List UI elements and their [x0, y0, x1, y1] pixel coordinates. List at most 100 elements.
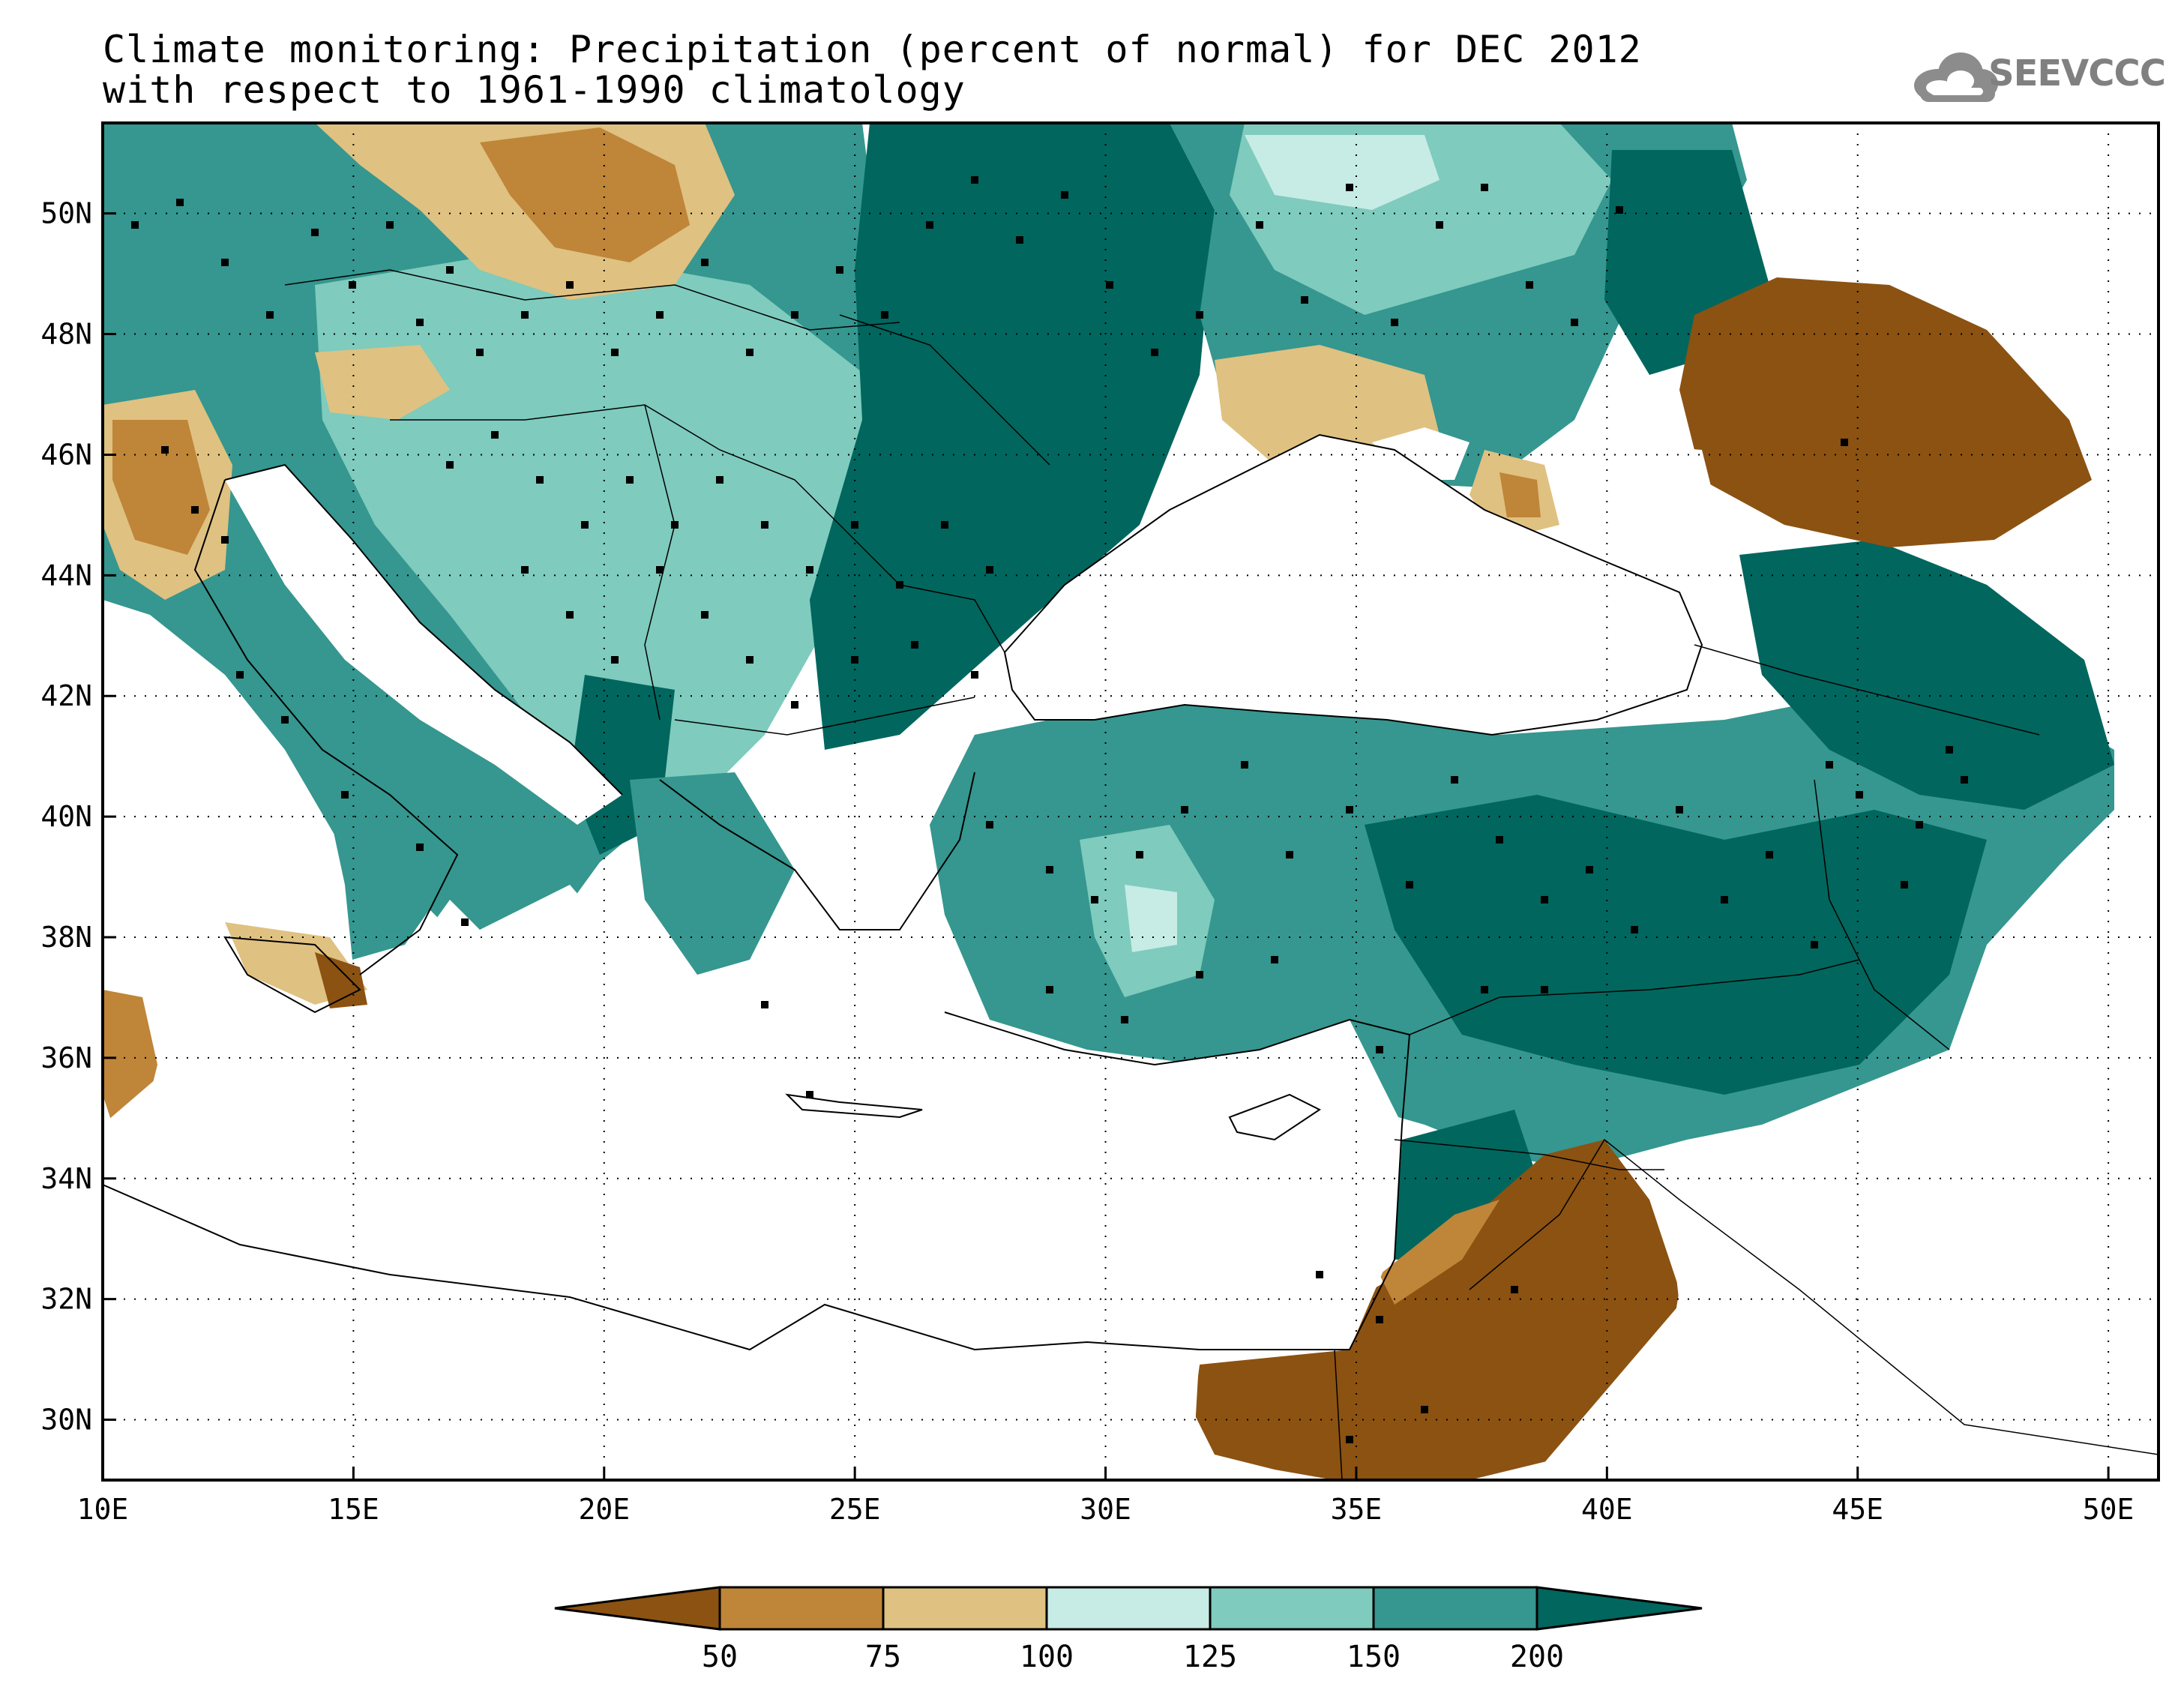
station-marker	[446, 266, 454, 274]
field-100-125-anatolia	[1125, 885, 1177, 952]
field-125-150-central	[315, 247, 885, 825]
station-marker	[911, 641, 918, 649]
field-gt200-romania	[810, 123, 1215, 750]
station-marker	[1526, 281, 1533, 289]
y-tick-label: 30N	[40, 1404, 92, 1437]
x-tick-label: 25E	[829, 1493, 881, 1526]
station-marker	[1571, 319, 1578, 326]
x-tick-label: 50E	[2083, 1493, 2135, 1526]
station-marker	[536, 476, 544, 484]
station-marker	[1346, 806, 1353, 814]
station-marker	[1541, 986, 1548, 993]
colorbar-arrow-high	[1535, 1586, 1703, 1631]
colorbar-label: 100	[1020, 1640, 1074, 1674]
station-marker	[1316, 1271, 1323, 1278]
station-marker	[1061, 191, 1068, 199]
station-marker	[1181, 806, 1188, 814]
station-marker	[1196, 311, 1203, 319]
colorbar-label: 75	[865, 1640, 901, 1674]
colorbar-segment	[1209, 1586, 1375, 1631]
station-marker	[416, 844, 424, 851]
y-axis: 50N 48N 46N 44N 42N 40N 38N 36N 34N 32N 30N	[40, 197, 116, 1437]
field-gt200-caucasus	[1739, 540, 2114, 810]
y-tick-label: 48N	[40, 318, 92, 351]
station-marker	[746, 656, 753, 664]
station-marker	[266, 311, 274, 319]
station-marker	[416, 319, 424, 326]
station-marker	[1376, 1046, 1383, 1053]
station-marker	[236, 671, 244, 679]
station-marker	[1631, 926, 1638, 933]
station-marker	[1376, 1316, 1383, 1323]
x-axis: 10E 15E 20E 25E 30E 35E 40E 45E 50E	[77, 1467, 2135, 1526]
station-marker	[1961, 776, 1968, 784]
station-marker	[1436, 221, 1443, 229]
field-150-200-italy-south	[322, 765, 457, 960]
colorbar-arrow-low	[554, 1586, 721, 1631]
field-75-100-crimea	[1215, 345, 1440, 465]
adriatic-coast	[224, 463, 623, 796]
station-marker	[611, 349, 619, 356]
station-marker	[1826, 761, 1833, 769]
station-marker	[1271, 956, 1278, 963]
border-6	[674, 697, 975, 736]
station-marker	[191, 506, 199, 514]
north-africa-coast	[103, 1184, 1200, 1351]
station-marker	[1106, 281, 1113, 289]
station-marker	[521, 311, 529, 319]
y-tick-label: 42N	[40, 679, 92, 712]
station-marker	[1901, 881, 1908, 888]
border-8	[1814, 779, 1950, 1050]
station-marker	[1481, 986, 1488, 993]
crete-coast	[785, 1093, 923, 1119]
station-marker	[161, 446, 169, 454]
station-marker	[1421, 1406, 1428, 1413]
field-lt50-jordan	[1192, 1140, 1679, 1480]
station-marker	[851, 656, 858, 664]
station-marker	[716, 476, 724, 484]
station-marker	[1046, 866, 1053, 873]
y-tick-label: 44N	[40, 559, 92, 592]
field-50-75-sicily	[315, 952, 367, 1008]
station-marker	[566, 281, 574, 289]
map-subtitle: with respect to 1961-1990 climatology	[103, 68, 966, 112]
station-marker	[1256, 221, 1263, 229]
station-marker	[1946, 746, 1953, 754]
station-marker	[881, 311, 888, 319]
field-100-125-ukraine	[1245, 135, 1440, 210]
station-marker	[1301, 296, 1308, 304]
east-no-data	[1529, 123, 2159, 1480]
levant-coast	[1200, 1034, 1410, 1350]
station-marker	[349, 281, 356, 289]
adriatic-sea	[225, 465, 622, 825]
station-marker	[1121, 1016, 1128, 1023]
field-50-75-slovenia	[112, 420, 210, 555]
coastlines	[103, 433, 1703, 1351]
station-marker	[1391, 319, 1398, 326]
station-marker	[1766, 851, 1773, 858]
station-marker	[1811, 941, 1818, 948]
station-marker	[461, 918, 469, 926]
station-marker	[1496, 836, 1503, 844]
station-marker	[806, 1091, 813, 1098]
station-marker	[761, 521, 768, 529]
station-marker	[791, 701, 798, 709]
y-tick-label: 32N	[40, 1283, 92, 1316]
field-75-100-hungary	[315, 345, 450, 420]
border-12	[1334, 1349, 1343, 1480]
station-marker	[791, 311, 798, 319]
station-marker	[1016, 236, 1023, 244]
station-marker	[1046, 986, 1053, 993]
map-title: Climate monitoring: Precipitation (perce…	[103, 28, 1642, 71]
station-marker	[311, 229, 319, 236]
station-marker	[971, 671, 978, 679]
station-marker	[1196, 971, 1203, 978]
station-marker	[986, 821, 993, 829]
station-marker	[1856, 791, 1863, 799]
colorbar-segment	[718, 1586, 885, 1631]
station-marker	[1586, 866, 1593, 873]
station-marker	[836, 266, 843, 274]
station-marker	[701, 259, 709, 266]
station-marker	[176, 199, 184, 206]
turkey-south-coast	[944, 1011, 1410, 1066]
